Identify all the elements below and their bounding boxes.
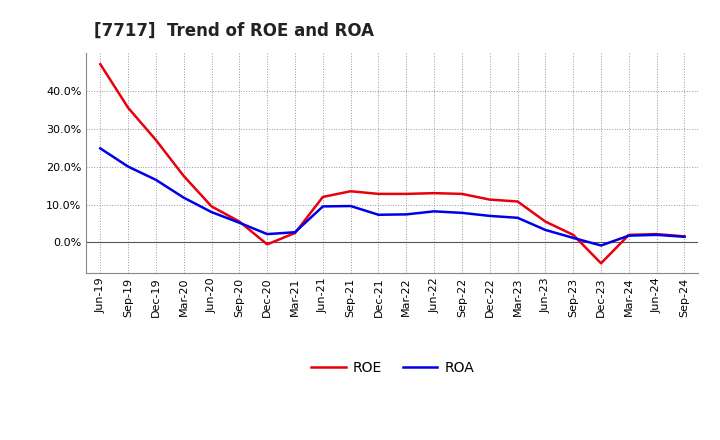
ROA	[235, 220, 243, 225]
ROE	[485, 197, 494, 202]
Line: ROA: ROA	[100, 148, 685, 246]
ROA	[485, 213, 494, 219]
ROE	[96, 62, 104, 67]
ROE	[179, 173, 188, 179]
ROA	[652, 232, 661, 238]
ROA	[624, 233, 633, 238]
ROA	[513, 215, 522, 220]
ROA	[124, 164, 132, 169]
ROE	[346, 189, 355, 194]
ROA	[402, 212, 410, 217]
ROA	[680, 234, 689, 239]
ROE	[569, 232, 577, 238]
ROA	[597, 243, 606, 248]
ROA	[318, 204, 327, 209]
ROE	[207, 204, 216, 209]
ROE	[124, 105, 132, 110]
ROA	[291, 230, 300, 235]
ROA	[458, 210, 467, 216]
ROE	[430, 191, 438, 196]
Legend: ROE, ROA: ROE, ROA	[305, 355, 480, 380]
ROE	[458, 191, 467, 197]
ROE	[541, 219, 550, 224]
ROE	[235, 219, 243, 224]
ROA	[374, 212, 383, 217]
ROA	[152, 177, 161, 183]
ROE	[624, 232, 633, 238]
ROA	[263, 231, 271, 237]
ROA	[179, 195, 188, 200]
ROE	[318, 194, 327, 200]
ROE	[402, 191, 410, 197]
ROE	[291, 230, 300, 235]
ROE	[680, 234, 689, 239]
ROE	[152, 137, 161, 143]
ROA	[541, 227, 550, 233]
Text: [7717]  Trend of ROE and ROA: [7717] Trend of ROE and ROA	[94, 22, 374, 40]
ROE	[263, 242, 271, 247]
ROA	[430, 209, 438, 214]
ROE	[513, 199, 522, 204]
ROE	[374, 191, 383, 197]
ROA	[569, 235, 577, 241]
ROA	[207, 209, 216, 215]
ROA	[96, 146, 104, 151]
ROE	[652, 231, 661, 237]
ROE	[597, 260, 606, 266]
ROA	[346, 203, 355, 209]
Line: ROE: ROE	[100, 64, 685, 263]
